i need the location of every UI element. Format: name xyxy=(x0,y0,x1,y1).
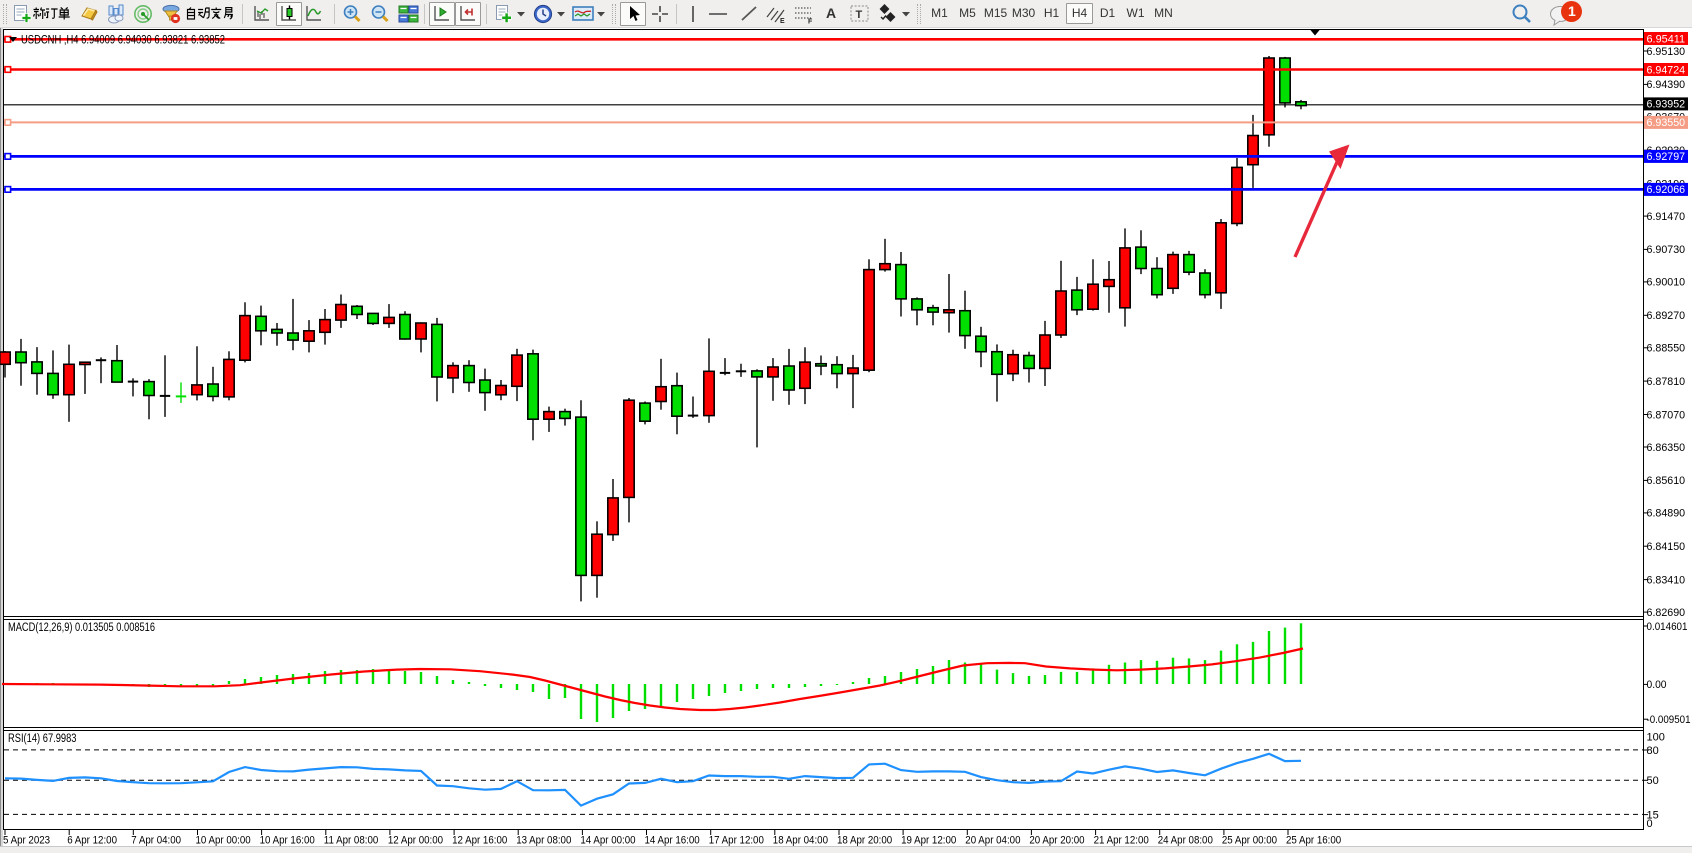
svg-text:10 Apr 00:00: 10 Apr 00:00 xyxy=(196,835,251,847)
svg-text:15: 15 xyxy=(1647,809,1659,821)
svg-text:MACD(12,26,9) 0.013505 0.00851: MACD(12,26,9) 0.013505 0.008516 xyxy=(8,622,155,634)
svg-text:T: T xyxy=(856,9,863,21)
svg-text:RSI(14) 67.9983: RSI(14) 67.9983 xyxy=(8,733,77,745)
svg-text:6.92797: 6.92797 xyxy=(1647,151,1686,163)
svg-text:6.83410: 6.83410 xyxy=(1647,574,1686,586)
svg-text:6.90730: 6.90730 xyxy=(1647,244,1686,256)
svg-text:6.95411: 6.95411 xyxy=(1647,33,1686,45)
svg-text:80: 80 xyxy=(1647,745,1659,757)
svg-text:6.87070: 6.87070 xyxy=(1647,409,1686,421)
svg-text:6.88550: 6.88550 xyxy=(1647,343,1686,355)
svg-text:0.00: 0.00 xyxy=(1647,679,1667,691)
svg-text:100: 100 xyxy=(1647,731,1665,743)
svg-text:6.90010: 6.90010 xyxy=(1647,277,1686,289)
svg-text:6.87810: 6.87810 xyxy=(1647,376,1686,388)
svg-text:18 Apr 04:00: 18 Apr 04:00 xyxy=(773,835,828,847)
svg-text:6.92066: 6.92066 xyxy=(1647,184,1686,196)
svg-text:20 Apr 04:00: 20 Apr 04:00 xyxy=(965,835,1020,847)
svg-text:20 Apr 20:00: 20 Apr 20:00 xyxy=(1029,835,1084,847)
svg-text:14 Apr 00:00: 14 Apr 00:00 xyxy=(580,835,635,847)
svg-text:6.91470: 6.91470 xyxy=(1647,211,1686,223)
svg-text:19 Apr 12:00: 19 Apr 12:00 xyxy=(901,835,956,847)
svg-text:10 Apr 16:00: 10 Apr 16:00 xyxy=(260,835,315,847)
svg-text:-0.009501: -0.009501 xyxy=(1647,714,1691,726)
svg-text:21 Apr 12:00: 21 Apr 12:00 xyxy=(1094,835,1149,847)
svg-text:USDCNH ,H4 6.94009 6.94030 6.: USDCNH ,H4 6.94009 6.94030 6.93821 6.938… xyxy=(21,35,225,47)
svg-text:12 Apr 16:00: 12 Apr 16:00 xyxy=(452,835,507,847)
svg-text:6.86350: 6.86350 xyxy=(1647,442,1686,454)
svg-text:F: F xyxy=(808,19,813,25)
svg-text:25 Apr 16:00: 25 Apr 16:00 xyxy=(1286,835,1341,847)
svg-text:6.94390: 6.94390 xyxy=(1647,79,1686,91)
svg-text:17 Apr 12:00: 17 Apr 12:00 xyxy=(709,835,764,847)
svg-text:6.84890: 6.84890 xyxy=(1647,508,1686,520)
svg-text:12 Apr 00:00: 12 Apr 00:00 xyxy=(388,835,443,847)
svg-text:6.93952: 6.93952 xyxy=(1647,99,1686,111)
svg-text:24 Apr 08:00: 24 Apr 08:00 xyxy=(1158,835,1213,847)
svg-text:6.84150: 6.84150 xyxy=(1647,541,1686,553)
svg-text:6.85610: 6.85610 xyxy=(1647,475,1686,487)
svg-text:11 Apr 08:00: 11 Apr 08:00 xyxy=(324,835,379,847)
svg-text:50: 50 xyxy=(1647,775,1659,787)
svg-text:0.014601: 0.014601 xyxy=(1647,621,1688,633)
svg-text:6.82690: 6.82690 xyxy=(1647,607,1686,619)
svg-text:6.93550: 6.93550 xyxy=(1647,117,1686,129)
svg-text:14 Apr 16:00: 14 Apr 16:00 xyxy=(645,835,700,847)
svg-text:6.94724: 6.94724 xyxy=(1647,64,1686,76)
svg-text:0: 0 xyxy=(1647,818,1653,830)
svg-text:18 Apr 20:00: 18 Apr 20:00 xyxy=(837,835,892,847)
svg-text:6.95130: 6.95130 xyxy=(1647,46,1686,58)
svg-text:7 Apr 04:00: 7 Apr 04:00 xyxy=(131,835,181,847)
svg-text:6 Apr 12:00: 6 Apr 12:00 xyxy=(67,835,117,847)
svg-text:E: E xyxy=(780,18,785,24)
svg-text:5 Apr 2023: 5 Apr 2023 xyxy=(3,835,50,847)
svg-text:6.89270: 6.89270 xyxy=(1647,310,1686,322)
svg-text:13 Apr 08:00: 13 Apr 08:00 xyxy=(516,835,571,847)
svg-text:25 Apr 00:00: 25 Apr 00:00 xyxy=(1222,835,1277,847)
